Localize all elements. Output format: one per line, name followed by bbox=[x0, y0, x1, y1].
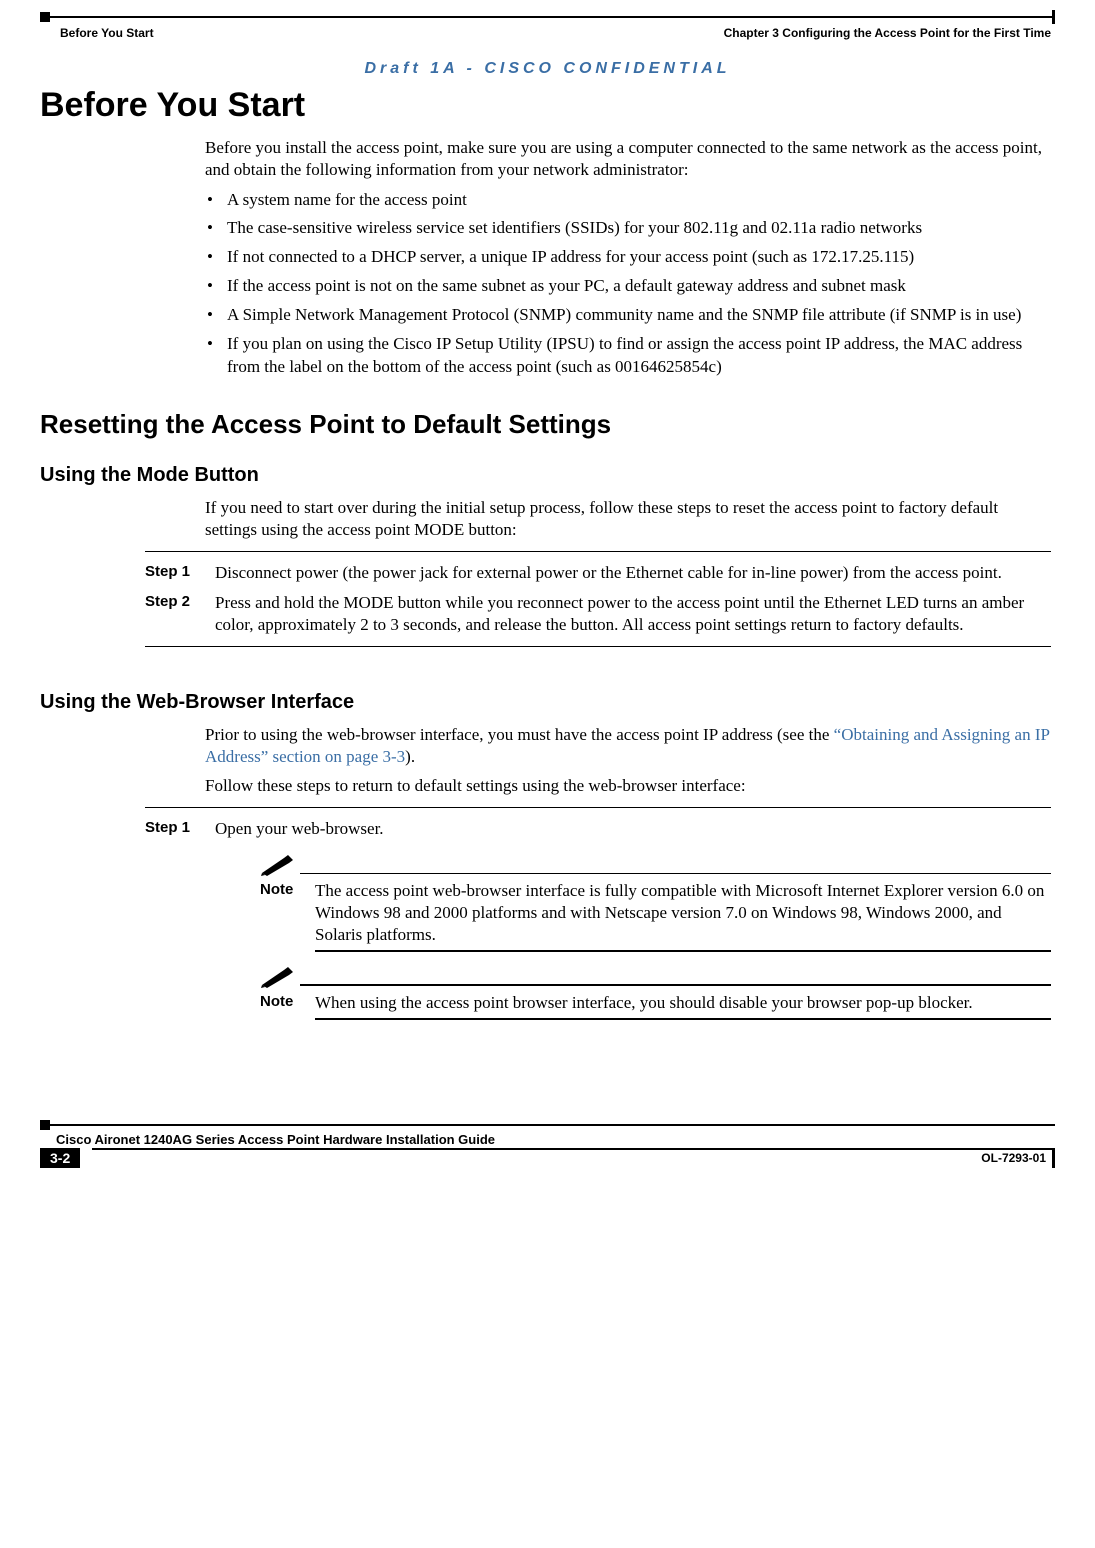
note-row: Note The access point web-browser interf… bbox=[260, 880, 1051, 946]
rule-line bbox=[50, 1124, 1055, 1126]
step-label: Step 1 bbox=[145, 562, 215, 584]
heading-3-mode: Using the Mode Button bbox=[40, 464, 1055, 487]
steps-rule-top bbox=[145, 807, 1051, 808]
step-text: Disconnect power (the power jack for ext… bbox=[215, 562, 1051, 584]
doc-number: OL-7293-01 bbox=[981, 1151, 1046, 1165]
web-follow: Follow these steps to return to default … bbox=[205, 775, 1051, 797]
list-item: The case-sensitive wireless service set … bbox=[205, 217, 1051, 240]
note-label: Note bbox=[260, 992, 315, 1014]
bullet-list: A system name for the access point The c… bbox=[205, 189, 1051, 380]
header-section: Before You Start bbox=[60, 26, 154, 40]
note-rule bbox=[300, 873, 1051, 875]
web-intro-a: Prior to using the web-browser interface… bbox=[205, 725, 834, 744]
footer-rule bbox=[40, 1120, 1055, 1130]
note-rule bbox=[315, 950, 1051, 952]
note-top bbox=[260, 966, 1051, 988]
step-text: Press and hold the MODE button while you… bbox=[215, 592, 1051, 636]
footer-rest: OL-7293-01 bbox=[92, 1148, 1052, 1168]
page-number: 3-2 bbox=[40, 1148, 80, 1168]
web-intro-b: ). bbox=[405, 747, 415, 766]
pencil-icon bbox=[260, 966, 296, 988]
web-steps: Step 1 Open your web-browser. Note The a… bbox=[145, 807, 1051, 1019]
web-block: Prior to using the web-browser interface… bbox=[205, 724, 1051, 797]
note-rule bbox=[315, 1018, 1051, 1020]
web-intro: Prior to using the web-browser interface… bbox=[205, 724, 1051, 768]
running-header: Before You Start Chapter 3 Configuring t… bbox=[40, 24, 1055, 42]
step-row: Step 1 Disconnect power (the power jack … bbox=[145, 562, 1051, 584]
step-label: Step 1 bbox=[145, 818, 215, 1019]
web-step1-text: Open your web-browser. bbox=[215, 819, 384, 838]
note-rule bbox=[300, 984, 1051, 986]
footer-bar: 3-2 OL-7293-01 bbox=[40, 1148, 1055, 1168]
list-item: If you plan on using the Cisco IP Setup … bbox=[205, 333, 1051, 379]
note-block: Note The access point web-browser interf… bbox=[260, 854, 1051, 952]
mode-intro: If you need to start over during the ini… bbox=[205, 497, 1051, 541]
page: Before You Start Chapter 3 Configuring t… bbox=[0, 0, 1095, 1188]
steps-rule-top bbox=[145, 551, 1051, 552]
rule-square bbox=[40, 1120, 50, 1130]
rule-end bbox=[1052, 1148, 1055, 1168]
step-row: Step 2 Press and hold the MODE button wh… bbox=[145, 592, 1051, 636]
rule-line bbox=[50, 16, 1052, 18]
list-item: A system name for the access point bbox=[205, 189, 1051, 212]
intro-block: Before you install the access point, mak… bbox=[205, 137, 1051, 379]
heading-1: Before You Start bbox=[40, 86, 1055, 125]
note-block: Note When using the access point browser… bbox=[260, 966, 1051, 1020]
list-item: If the access point is not on the same s… bbox=[205, 275, 1051, 298]
draft-watermark: Draft 1A - CISCO CONFIDENTIAL bbox=[40, 60, 1055, 78]
pencil-icon bbox=[260, 854, 296, 876]
header-chapter: Chapter 3 Configuring the Access Point f… bbox=[724, 26, 1051, 40]
rule-end bbox=[1052, 10, 1055, 24]
step-text: Open your web-browser. Note The access p… bbox=[215, 818, 1051, 1019]
steps-rule-bottom bbox=[145, 646, 1051, 647]
note-row: Note When using the access point browser… bbox=[260, 992, 1051, 1014]
list-item: If not connected to a DHCP server, a uni… bbox=[205, 246, 1051, 269]
rule-square bbox=[40, 12, 50, 22]
footer: Cisco Aironet 1240AG Series Access Point… bbox=[40, 1120, 1055, 1168]
note-label: Note bbox=[260, 880, 315, 946]
footer-guide: Cisco Aironet 1240AG Series Access Point… bbox=[40, 1130, 1055, 1148]
mode-block: If you need to start over during the ini… bbox=[205, 497, 1051, 541]
list-item: A Simple Network Management Protocol (SN… bbox=[205, 304, 1051, 327]
note-top bbox=[260, 854, 1051, 876]
step-label: Step 2 bbox=[145, 592, 215, 636]
note-text: When using the access point browser inte… bbox=[315, 992, 1051, 1014]
footer-gap bbox=[80, 1148, 92, 1168]
note-text: The access point web-browser interface i… bbox=[315, 880, 1051, 946]
mode-steps: Step 1 Disconnect power (the power jack … bbox=[145, 551, 1051, 647]
heading-3-web: Using the Web-Browser Interface bbox=[40, 691, 1055, 714]
step-row: Step 1 Open your web-browser. Note The a… bbox=[145, 818, 1051, 1019]
heading-2: Resetting the Access Point to Default Se… bbox=[40, 409, 1055, 440]
header-rule bbox=[40, 10, 1055, 24]
intro-text: Before you install the access point, mak… bbox=[205, 137, 1051, 181]
